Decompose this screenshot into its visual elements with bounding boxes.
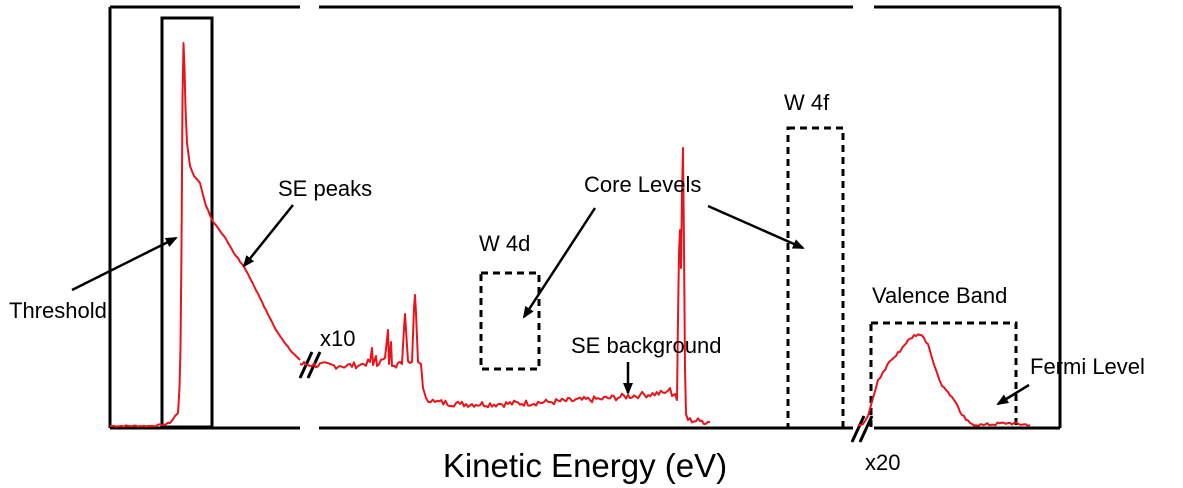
core-levels-arrow-w4d [522,207,597,319]
axis-frame [108,5,1062,430]
spectrum-series-right [857,333,1031,427]
fermi-level-label: Fermi Level [1030,354,1145,379]
w4d-box [479,271,541,371]
valence-band-box [869,321,1018,430]
spectrum-series-middle [299,147,711,426]
core-levels-arrow-w4f [707,204,805,250]
core-levels-label: Core Levels [584,172,701,197]
se-background-label: SE background [571,333,721,358]
threshold-box [160,16,214,429]
fermi-level-arrow [996,383,1030,406]
w4d-label: W 4d [479,231,530,256]
se-peaks-label: SE peaks [278,176,372,201]
spectrum-series-left [110,42,301,428]
threshold-arrow [71,236,178,292]
valence-band-label: Valence Band [872,283,1007,308]
w4f-label: W 4f [784,90,830,115]
scale-factor-middle-label: x10 [320,326,355,351]
axis-break-mark [850,415,866,443]
spectrum-traces [110,42,1031,428]
se-peaks-arrow [242,204,294,268]
annotation-arrows [71,204,1030,406]
w4f-box [786,126,845,430]
x-axis-label: Kinetic Energy (eV) [443,447,727,484]
scale-factor-right-label: x20 [865,450,900,475]
threshold-label: Threshold [9,298,107,323]
